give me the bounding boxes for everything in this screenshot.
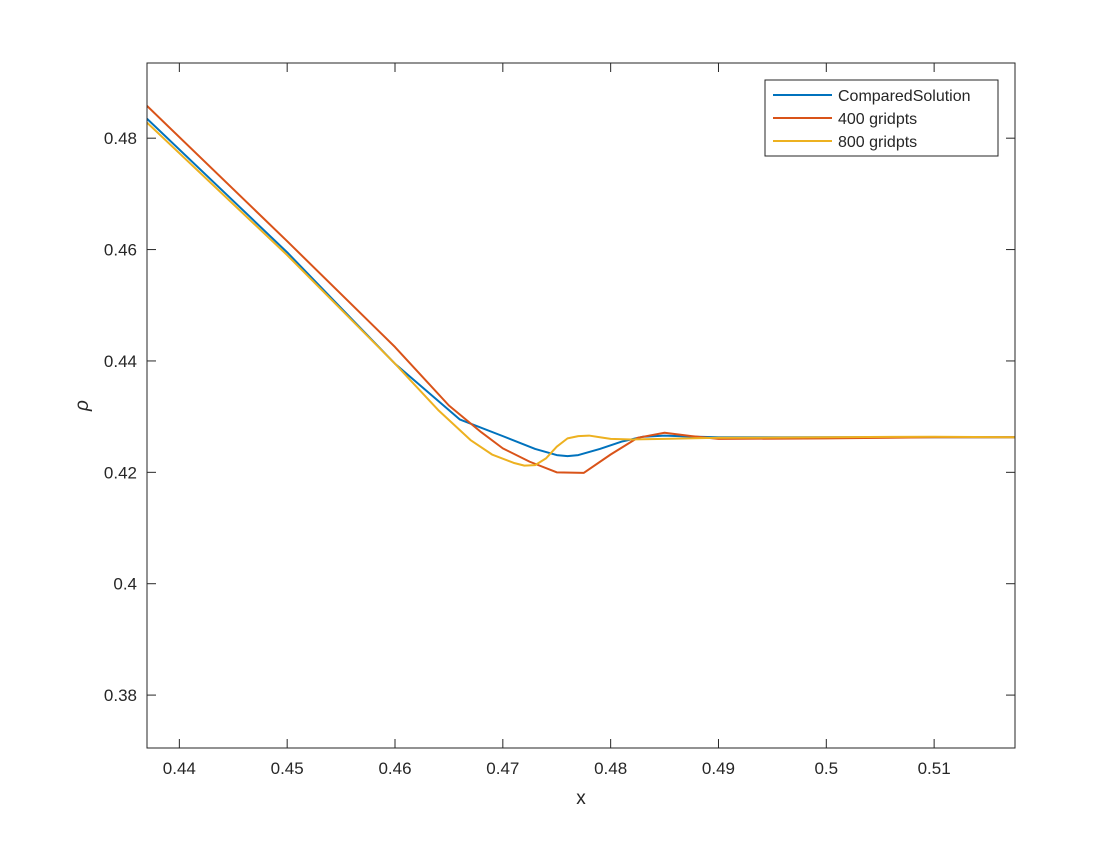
- x-tick-label: 0.5: [814, 759, 838, 778]
- y-tick-label: 0.42: [104, 463, 137, 482]
- legend-label-2: 400 gridpts: [838, 111, 917, 128]
- legend-label-1: ComparedSolution: [838, 88, 971, 105]
- plot-frame: [146, 62, 1016, 749]
- y-tick-label: 0.44: [104, 352, 137, 371]
- y-tick-label: 0.38: [104, 686, 137, 705]
- y-tick-label: 0.48: [104, 129, 137, 148]
- x-axis-label: x: [576, 788, 586, 809]
- series-line-2: [147, 105, 1015, 474]
- legend-label-3: 800 gridpts: [838, 134, 917, 151]
- x-tick-label: 0.49: [702, 759, 735, 778]
- x-tick-label: 0.46: [378, 759, 411, 778]
- legend: ComparedSolution 400 gridpts 800 gridpts: [764, 79, 999, 157]
- series-layer: [147, 105, 1015, 474]
- x-tick-label: 0.44: [163, 759, 196, 778]
- tick-layer: 0.44 0.45 0.46 0.47 0.48 0.49 0.5 0.51 0.38 0.4 0.…: [104, 63, 1015, 778]
- x-tick-label: 0.47: [486, 759, 519, 778]
- x-tick-label: 0.51: [918, 759, 951, 778]
- y-tick-label: 0.46: [104, 241, 137, 260]
- y-tick-label: 0.4: [113, 575, 137, 594]
- x-tick-label: 0.45: [271, 759, 304, 778]
- y-axis-label: ρ: [72, 400, 93, 412]
- x-tick-label: 0.48: [594, 759, 627, 778]
- plot-area: [147, 63, 1015, 748]
- series-line-3: [147, 121, 1015, 467]
